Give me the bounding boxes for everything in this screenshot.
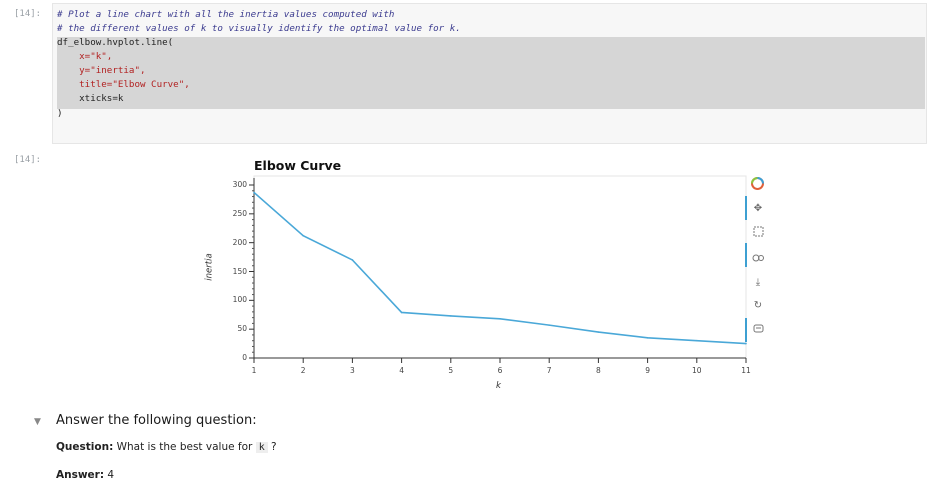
question-end: ? <box>267 441 277 453</box>
bokeh-logo-icon[interactable] <box>750 176 764 190</box>
hover-icon[interactable] <box>751 322 765 336</box>
answer-value: 4 <box>104 469 115 481</box>
y-axis-label: inertia <box>204 253 215 281</box>
x-axis-label: k <box>496 381 501 391</box>
code-line-title: title="Elbow Curve", <box>57 79 190 90</box>
input-prompt: [14]: <box>14 9 42 19</box>
toolbar-active-marker <box>745 196 747 220</box>
code-comment-1: # Plot a line chart with all the inertia… <box>57 9 395 20</box>
answer-line: Answer: 4 <box>56 469 114 481</box>
x-tick-label: 10 <box>692 366 702 375</box>
collapse-caret-icon[interactable]: ▼ <box>34 417 41 427</box>
reset-icon[interactable]: ↻ <box>753 299 763 311</box>
data-point <box>597 331 600 333</box>
y-tick-label: 150 <box>232 266 247 276</box>
markdown-heading: Answer the following question: <box>56 413 257 428</box>
wheel-zoom-icon[interactable] <box>751 251 765 265</box>
y-tick-label: 200 <box>232 237 247 247</box>
x-tick-label: 8 <box>596 366 601 375</box>
data-point <box>450 315 452 317</box>
save-icon[interactable]: ⤓ <box>755 276 761 288</box>
toolbar-active-marker-3 <box>745 318 747 342</box>
question-text: What is the best value for <box>113 441 256 453</box>
series-line <box>253 191 747 345</box>
code-line-x: x="k", <box>57 51 113 62</box>
data-point <box>302 234 305 237</box>
x-tick-label: 5 <box>448 366 454 375</box>
plot-frame <box>253 175 747 359</box>
code-line-xticks: xticks=k <box>57 93 124 104</box>
question-label: Question: <box>56 441 114 453</box>
data-point <box>646 337 649 339</box>
data-point <box>499 317 501 320</box>
box-zoom-icon[interactable] <box>751 224 765 238</box>
x-tick-label: 11 <box>741 366 751 375</box>
code-line-call: df_elbow.hvplot.line( <box>57 37 174 48</box>
question-code: k <box>255 442 268 453</box>
data-point <box>351 259 354 261</box>
y-tick-label: 250 <box>232 208 247 218</box>
x-tick-label: 1 <box>251 366 257 375</box>
data-point <box>253 191 255 194</box>
y-tick-label: 100 <box>232 295 247 305</box>
output-prompt: [14]: <box>14 155 42 165</box>
y-tick-label: 300 <box>232 180 247 189</box>
data-point <box>745 342 747 345</box>
data-point <box>400 311 403 314</box>
answer-label: Answer: <box>56 469 105 481</box>
x-tick-label: 7 <box>546 366 552 375</box>
pan-icon[interactable]: ✥ <box>753 202 763 214</box>
x-tick-label: 3 <box>350 366 355 375</box>
y-tick-label: 50 <box>237 324 247 334</box>
code-line-y: y="inertia", <box>57 65 146 76</box>
code-cell[interactable]: # Plot a line chart with all the inertia… <box>52 3 927 144</box>
y-tick-label: 0 <box>242 353 247 362</box>
code-comment-2: # the different values of k to visually … <box>57 23 461 34</box>
x-tick-label: 9 <box>645 366 650 375</box>
toolbar-active-marker-2 <box>745 243 747 267</box>
x-tick-label: 2 <box>300 366 306 375</box>
x-tick-label: 6 <box>497 366 503 375</box>
x-tick-label: 4 <box>399 366 404 375</box>
question-line: Question: What is the best value for k ? <box>56 441 277 453</box>
selection-highlight <box>57 37 925 109</box>
code-line-close: ) <box>57 108 63 119</box>
data-point <box>696 339 698 342</box>
data-point <box>548 324 550 326</box>
chart-title: Elbow Curve <box>254 158 342 173</box>
